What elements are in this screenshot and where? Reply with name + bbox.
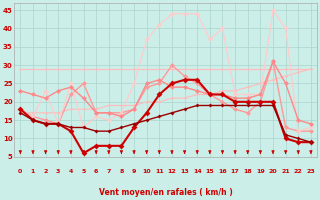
X-axis label: Vent moyen/en rafales ( km/h ): Vent moyen/en rafales ( km/h ) — [99, 188, 233, 197]
